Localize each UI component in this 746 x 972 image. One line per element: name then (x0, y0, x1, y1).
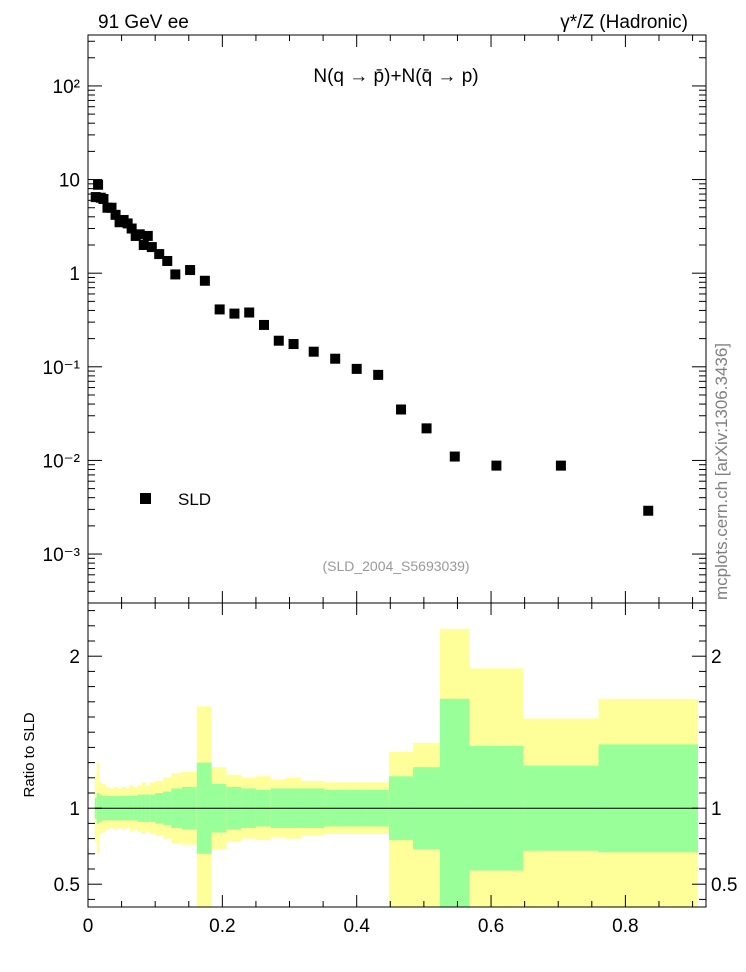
x-tick-label: 0.4 (343, 916, 370, 937)
y-tick-label-ratio-left: 0.5 (54, 875, 80, 896)
band-inner-33 (439, 698, 470, 907)
data-point-0 (90, 192, 101, 203)
x-tick-label: 0 (83, 916, 94, 937)
analysis-watermark: (SLD_2004_S5693039) (322, 558, 469, 574)
chart-title: N(q → p̄)+N(q̄ → p) (313, 66, 478, 87)
axis-ticks (87, 35, 706, 907)
band-inner-36 (598, 744, 698, 853)
data-point-22 (229, 308, 240, 319)
header-right-label: γ*/Z (Hadronic) (560, 12, 688, 33)
header-left-label: 91 GeV ee (98, 12, 189, 33)
data-point-25 (273, 335, 284, 346)
x-tick-label: 0.8 (612, 916, 638, 937)
data-point-32 (421, 423, 432, 434)
ratio-frame (87, 602, 707, 908)
y-tick-label-main: 10⁻³ (43, 545, 81, 566)
data-point-36 (643, 505, 654, 516)
data-point-6 (110, 209, 121, 220)
y-tick-label-ratio-left: 1 (69, 799, 80, 820)
y-tick-label-ratio-right: 2 (711, 647, 722, 668)
data-point-16 (154, 249, 165, 260)
data-point-26 (288, 339, 299, 350)
data-point-5 (106, 202, 117, 213)
legend-label-sld: SLD (178, 490, 211, 509)
y-tick-label-ratio-right: 0.5 (711, 875, 737, 896)
data-point-34 (491, 460, 502, 471)
y-tick-label-ratio-left: 2 (69, 647, 80, 668)
main-frame (87, 34, 707, 604)
data-point-9 (122, 218, 133, 229)
y-tick-label-main: 1 (69, 264, 80, 285)
data-point-33 (449, 451, 460, 462)
data-point-13 (138, 239, 149, 250)
data-point-3 (98, 193, 109, 204)
side-credit: mcplots.cern.ch [arXiv:1306.3436] (712, 343, 731, 600)
y-tick-label-main: 10⁻¹ (43, 358, 81, 379)
data-point-30 (373, 369, 384, 380)
data-point-12 (134, 229, 145, 240)
x-tick-label: 0.2 (209, 916, 235, 937)
data-point-35 (555, 460, 566, 471)
data-point-18 (170, 269, 181, 280)
y-tick-label-ratio-right: 1 (711, 799, 722, 820)
data-point-24 (258, 319, 269, 330)
data-point-14 (142, 230, 153, 241)
data-point-21 (214, 304, 225, 315)
data-point-28 (330, 353, 341, 364)
y-tick-label-main: 10 (59, 171, 80, 192)
y-tick-label-main: 10⁻² (43, 451, 81, 472)
plot-frames (87, 34, 707, 908)
main-data-points (90, 179, 654, 516)
data-point-1 (93, 179, 104, 190)
x-tick-label: 0.6 (478, 916, 504, 937)
ratio-bands (94, 628, 698, 907)
axis-tick-labels: 0 0.2 0.4 0.6 0.8 10⁻³ 10⁻² 10⁻¹ 1 10 10² 0.5 0.5 1 1 2… (43, 77, 738, 937)
data-point-23 (244, 307, 255, 318)
y-tick-label-main: 10² (53, 77, 80, 98)
ratio-y-axis-label: Ratio to SLD (21, 712, 38, 797)
data-point-20 (199, 275, 210, 286)
data-point-19 (185, 265, 196, 276)
legend-marker-sld (140, 493, 151, 504)
data-point-27 (308, 346, 319, 357)
data-point-29 (351, 363, 362, 374)
data-point-15 (146, 242, 157, 253)
data-point-10 (126, 223, 137, 234)
data-point-31 (396, 404, 407, 415)
data-point-17 (162, 255, 173, 266)
